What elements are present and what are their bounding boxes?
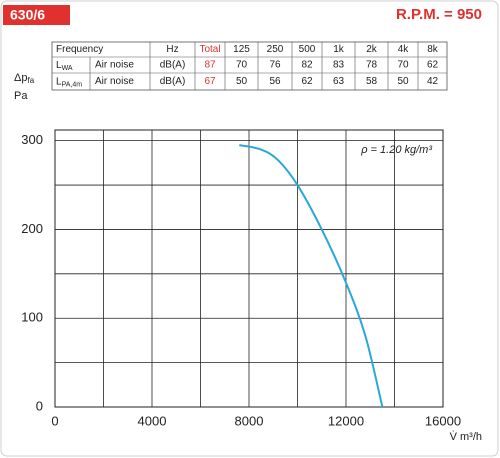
y-label: Δpfa	[14, 72, 35, 85]
table-header: Total	[199, 44, 220, 55]
x-tick-label: 0	[51, 413, 58, 428]
noise-table: Frequency Hz Total 125 250 500 1k 2k 4k 8k LWA Air …	[51, 41, 448, 91]
y-tick-label: 200	[21, 221, 43, 236]
x-tick-label: 4000	[138, 413, 167, 428]
table-header: 1k	[333, 44, 345, 55]
cell: 58	[366, 76, 378, 87]
cell: 50	[236, 76, 248, 87]
table-header: 500	[299, 44, 316, 55]
y-label-sub: fa	[27, 76, 34, 85]
y-tick-label: 0	[36, 398, 43, 413]
table-header: Frequency	[56, 44, 103, 55]
chart: 0 100 200 300 0 4000 8000 12000 16000 Δpfa Pa V̇ m³…	[14, 72, 482, 443]
symbol: L	[56, 60, 62, 71]
x-tick-label: 12000	[328, 413, 364, 428]
unit: dB(A)	[160, 60, 186, 71]
cell: 67	[204, 76, 216, 87]
subscript: WA	[62, 65, 73, 72]
fan-curve	[239, 144, 384, 408]
model-badge	[3, 5, 70, 25]
row-label: LWA	[56, 60, 73, 72]
x-label: V̇ m³/h	[450, 430, 482, 443]
rpm: R.P.M. = 950	[396, 6, 482, 23]
symbol: L	[56, 76, 62, 87]
table-header: 2k	[366, 44, 378, 55]
table-header: 4k	[398, 44, 410, 55]
cell: 63	[333, 76, 345, 87]
y-unit: Pa	[14, 90, 28, 102]
model: 630/6	[10, 7, 45, 23]
cell: 82	[301, 60, 313, 71]
cell: 76	[269, 60, 281, 71]
source: Air noise	[95, 76, 134, 87]
cell: 78	[366, 60, 378, 71]
source: Air noise	[95, 60, 134, 71]
table-header: 125	[233, 44, 250, 55]
cell: 62	[427, 60, 439, 71]
table-header: 250	[267, 44, 284, 55]
cell: 83	[333, 60, 345, 71]
cell: 87	[204, 60, 216, 71]
table-header: 8k	[427, 44, 439, 55]
annotation: ρ = 1.20 kg/m³	[360, 144, 432, 156]
x-tick-label: 8000	[235, 413, 264, 428]
cell: 50	[397, 76, 409, 87]
y-tick-label: 300	[21, 132, 43, 147]
cell: 62	[301, 76, 313, 87]
subscript: PA,4m	[62, 81, 83, 88]
table-border	[51, 41, 448, 91]
table-header: Hz	[166, 44, 178, 55]
unit: dB(A)	[160, 76, 186, 87]
cell: 70	[397, 60, 409, 71]
x-tick-label: 16000	[425, 413, 461, 428]
cell: 70	[236, 60, 248, 71]
row-label: LPA,4m	[56, 76, 82, 88]
y-tick-label: 100	[21, 310, 43, 325]
cell: 42	[427, 76, 439, 87]
cell: 56	[269, 76, 281, 87]
y-label-main: Δp	[14, 72, 27, 84]
